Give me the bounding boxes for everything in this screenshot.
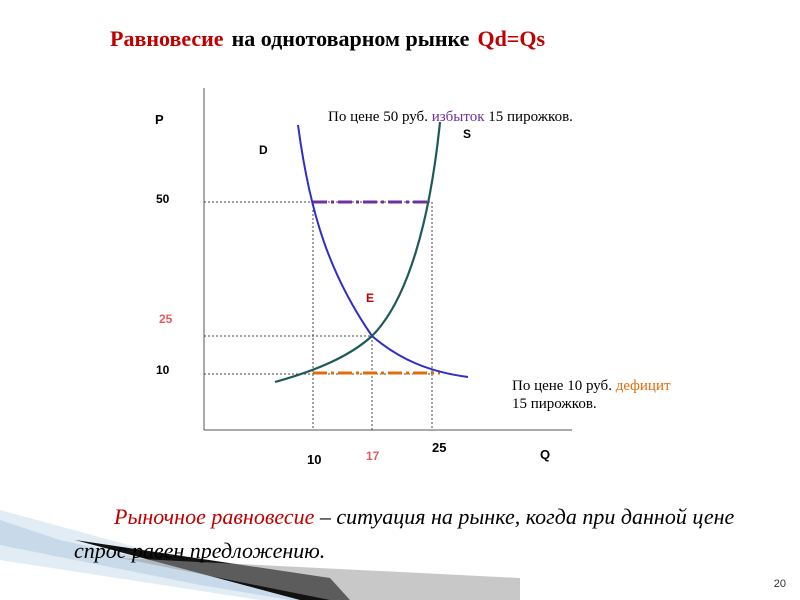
x-tick-10: 10 xyxy=(307,452,321,467)
y-tick-50: 50 xyxy=(156,192,170,206)
definition-term: Рыночное равновесие xyxy=(114,504,315,529)
deficit-note-before: По цене 10 руб. xyxy=(512,378,612,394)
demand-label: D xyxy=(259,143,268,157)
deficit-note: По цене 10 руб. дефицит 15 пирожков. xyxy=(512,377,671,413)
y-axis-label: P xyxy=(155,112,164,127)
y-tick-10: 10 xyxy=(156,363,170,377)
surplus-note-after: 15 пирожков. xyxy=(488,109,573,125)
x-axis-label: Q xyxy=(540,447,550,462)
title-term: Равновесие xyxy=(110,26,224,51)
equilibrium-label: E xyxy=(366,291,374,305)
surplus-note-highlight: избыток xyxy=(431,109,485,125)
supply-label: S xyxy=(463,127,471,141)
title-formula: Qd=Qs xyxy=(477,26,546,51)
page-number: 20 xyxy=(773,578,786,590)
definition-body: – ситуация на рынке, когда при данной це… xyxy=(74,504,735,563)
x-tick-17: 17 xyxy=(366,449,380,463)
x-tick-25: 25 xyxy=(432,440,446,455)
definition-text: Рыночное равновесие – ситуация на рынке,… xyxy=(74,500,754,568)
title-rest: на однотоварном рынке xyxy=(231,26,470,51)
surplus-note: По цене 50 руб. избыток 15 пирожков. xyxy=(328,108,573,126)
surplus-note-before: По цене 50 руб. xyxy=(328,109,428,125)
y-tick-25: 25 xyxy=(159,312,173,326)
demand-curve xyxy=(297,124,469,378)
page-title: Равновесие на однотоварном рынке Qd=Qs xyxy=(110,26,545,52)
deficit-note-highlight: дефицит xyxy=(615,378,671,394)
supply-curve xyxy=(274,121,442,384)
deficit-note-line2: 15 пирожков. xyxy=(512,396,597,412)
